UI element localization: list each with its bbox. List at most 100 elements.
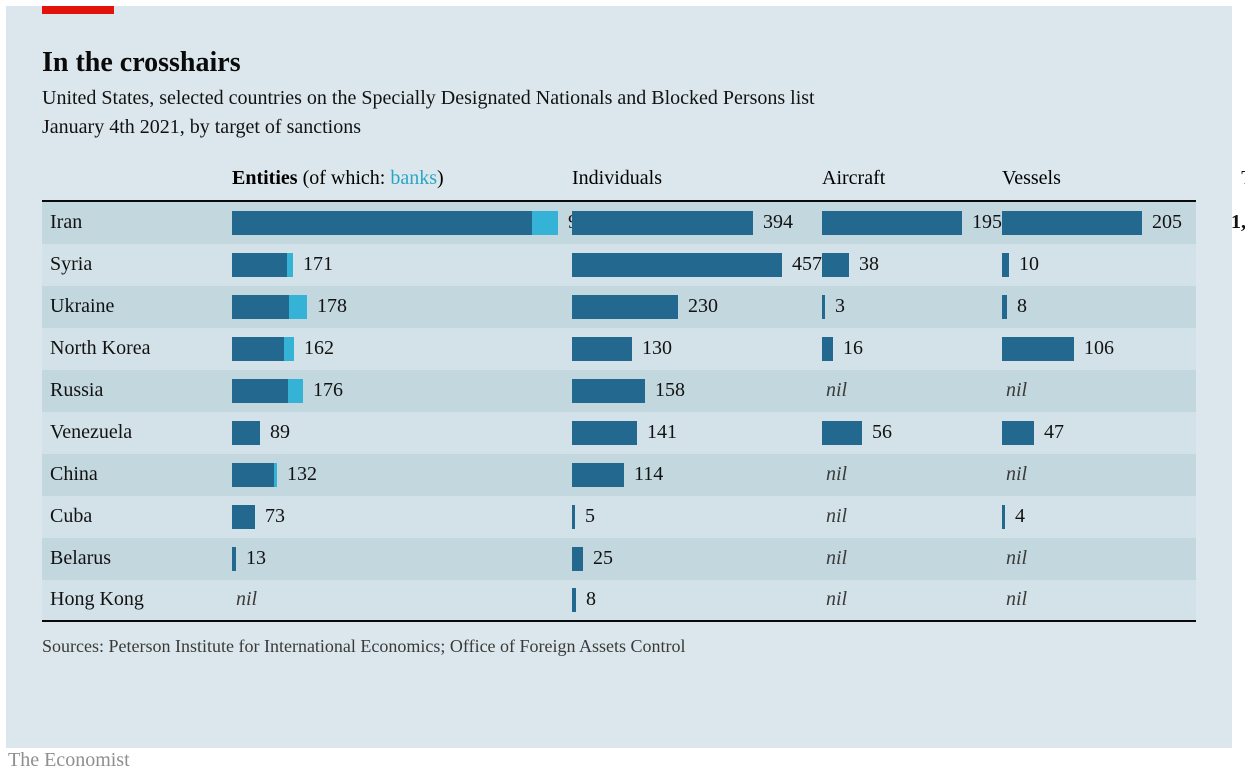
bar-value-label: 394 [763, 211, 793, 234]
bar-segment-banks [289, 295, 307, 319]
col-entities-paren-suffix: ) [437, 167, 444, 189]
bar-segment-banks [274, 463, 277, 487]
bar-cell: 230 [572, 286, 822, 328]
table-row: Venezuela891415647333 [42, 412, 1196, 454]
bar-segment-primary [822, 253, 849, 277]
total-value: 82 [1182, 505, 1245, 528]
bar-cell: 73 [232, 496, 572, 538]
col-entities-paren-prefix: (of which: [298, 167, 391, 189]
table-row: Hong Kongnil8nilnil8 [42, 580, 1196, 622]
bar-cell: 171 [232, 244, 572, 286]
bar-segment-primary [232, 421, 260, 445]
bar-value-label: 38 [859, 253, 879, 276]
bar-wrap: 8 [1002, 295, 1027, 319]
bar-cell: 5 [572, 496, 822, 538]
table-body: Iran9393941952051,733Syria1714573810676U… [42, 202, 1196, 622]
brand-label: The Economist [8, 749, 130, 772]
bar-cell: nil [1002, 370, 1182, 412]
bar-cell: 394 [572, 202, 822, 244]
nil-label: nil [826, 547, 847, 570]
chart-subtitle: United States, selected countries on the… [42, 85, 1196, 112]
bar-wrap: 176 [232, 379, 343, 403]
bar-segment-primary [232, 295, 289, 319]
bar-value-label: 158 [655, 379, 685, 402]
bar-wrap: 230 [572, 295, 718, 319]
nil-label: nil [826, 588, 847, 611]
bar-value-label: 73 [265, 505, 285, 528]
bar-value-label: 16 [843, 337, 863, 360]
bar-cell: 162 [232, 328, 572, 370]
bar-segment-primary [572, 211, 753, 235]
total-value: 334 [1182, 379, 1245, 402]
bar-value-label: 176 [313, 379, 343, 402]
bar-segment-primary [822, 421, 862, 445]
bar-cell: 141 [572, 412, 822, 454]
country-label: Belarus [42, 547, 232, 570]
total-value: 419 [1182, 295, 1245, 318]
total-value: 8 [1182, 588, 1245, 611]
bar-cell: 130 [572, 328, 822, 370]
bar-cell: nil [232, 580, 572, 620]
bar-cell: 56 [822, 412, 1002, 454]
country-label: Venezuela [42, 421, 232, 444]
bar-wrap: 47 [1002, 421, 1064, 445]
bar-cell: 4 [1002, 496, 1182, 538]
bar-cell: 13 [232, 538, 572, 580]
nil-label: nil [1006, 588, 1027, 611]
bar-wrap: 132 [232, 463, 317, 487]
bar-wrap: 10 [1002, 253, 1039, 277]
nil-label: nil [1006, 379, 1027, 402]
bar-segment-primary [1002, 211, 1142, 235]
bar-wrap: 16 [822, 337, 863, 361]
bar-wrap: 89 [232, 421, 290, 445]
country-label: Hong Kong [42, 588, 232, 611]
total-value: 333 [1182, 421, 1245, 444]
table-row: Belarus1325nilnil38 [42, 538, 1196, 580]
table-row: Ukraine17823038419 [42, 286, 1196, 328]
bar-value-label: 89 [270, 421, 290, 444]
bar-cell: nil [822, 370, 1002, 412]
table-row: Russia176158nilnil334 [42, 370, 1196, 412]
bar-cell: 38 [822, 244, 1002, 286]
bar-cell: 106 [1002, 328, 1182, 370]
col-aircraft: Aircraft [822, 167, 1002, 190]
bar-wrap: 162 [232, 337, 334, 361]
bar-wrap: 106 [1002, 337, 1114, 361]
bar-value-label: 230 [688, 295, 718, 318]
bar-wrap: 3 [822, 295, 845, 319]
bar-cell: nil [1002, 580, 1182, 620]
table-row: Cuba735nil482 [42, 496, 1196, 538]
country-label: Ukraine [42, 295, 232, 318]
nil-label: nil [1006, 547, 1027, 570]
bar-segment-primary [572, 547, 583, 571]
bar-segment-primary [822, 295, 825, 319]
bar-value-label: 132 [287, 463, 317, 486]
bar-cell: 25 [572, 538, 822, 580]
bar-wrap: 195 [822, 211, 1002, 235]
chart-date-line: January 4th 2021, by target of sanctions [42, 114, 1196, 141]
bar-segment-primary [572, 295, 678, 319]
bar-wrap: 939 [232, 211, 598, 235]
col-total: Total [1182, 167, 1245, 190]
bar-segment-primary [572, 505, 575, 529]
bar-value-label: 8 [586, 588, 596, 611]
bar-wrap: 114 [572, 463, 663, 487]
bar-segment-primary [232, 379, 288, 403]
bar-cell: 176 [232, 370, 572, 412]
chart-card: In the crosshairs United States, selecte… [6, 6, 1232, 748]
bar-cell: 8 [572, 580, 822, 620]
total-value: 1,733 [1182, 211, 1245, 234]
bar-cell: 10 [1002, 244, 1182, 286]
bar-cell: 158 [572, 370, 822, 412]
total-value: 676 [1182, 253, 1245, 276]
nil-label: nil [236, 588, 257, 611]
bar-segment-banks [287, 253, 293, 277]
bar-segment-primary [572, 421, 637, 445]
bar-segment-primary [572, 337, 632, 361]
bar-wrap: 158 [572, 379, 685, 403]
bar-value-label: 8 [1017, 295, 1027, 318]
bar-segment-primary [572, 588, 576, 612]
total-value: 246 [1182, 463, 1245, 486]
bar-value-label: 47 [1044, 421, 1064, 444]
bar-value-label: 195 [972, 211, 1002, 234]
